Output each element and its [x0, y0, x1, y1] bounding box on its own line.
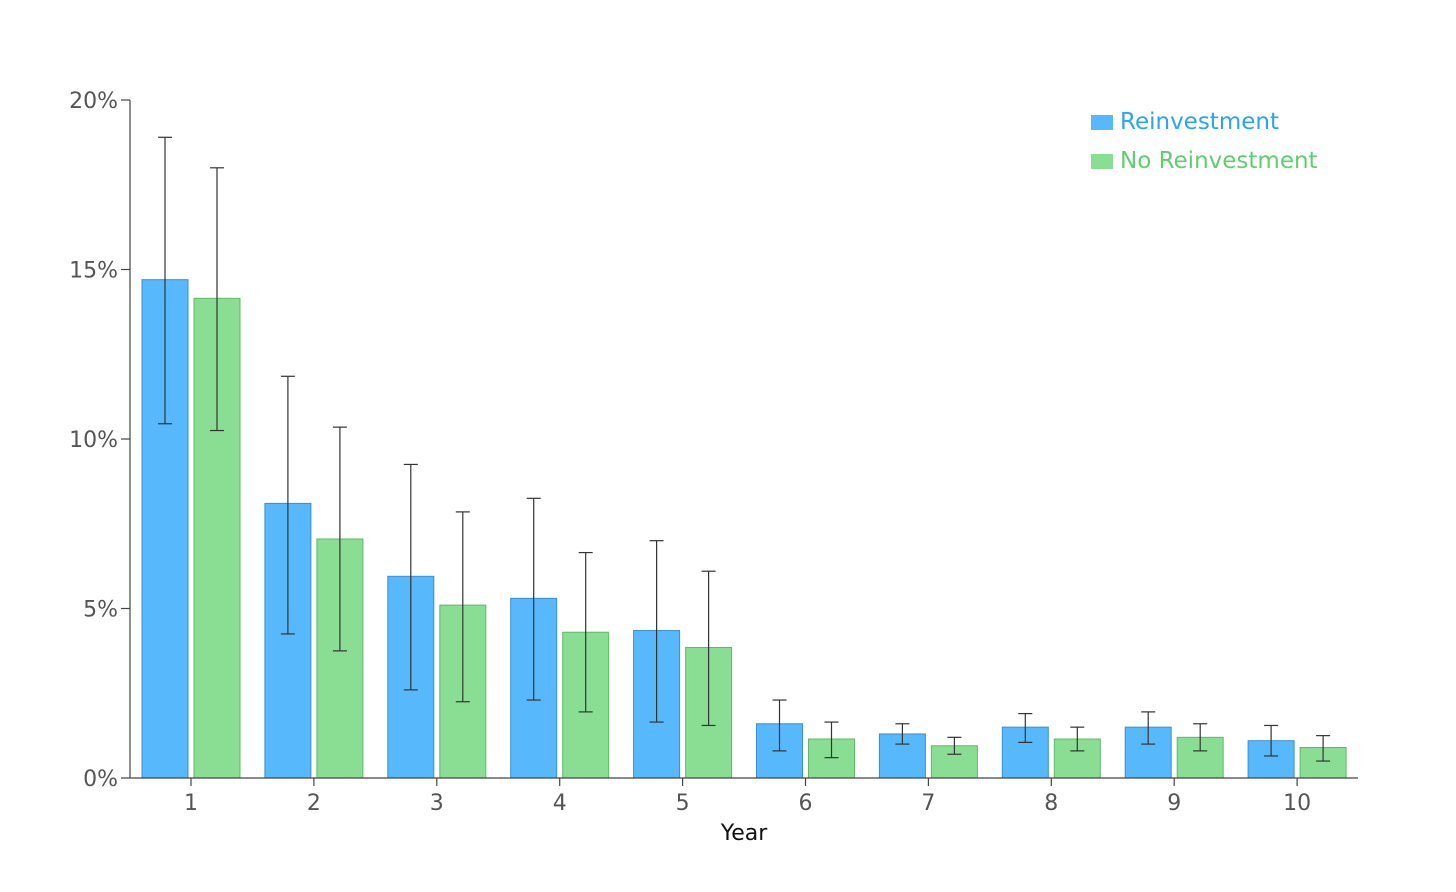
legend-swatch: [1091, 115, 1113, 130]
legend-swatch: [1091, 154, 1113, 169]
y-tick-label: 0%: [83, 767, 118, 792]
x-tick-label: 6: [799, 791, 813, 816]
x-tick-label: 1: [184, 791, 198, 816]
error-bar-series-1-year-2: [280, 375, 295, 635]
y-tick-label: 15%: [69, 259, 118, 284]
legend-label: Reinvestment: [1120, 109, 1279, 135]
legend-item-2: No Reinvestment: [1091, 148, 1318, 174]
error-bar-series-1-year-8: [1018, 712, 1033, 744]
error-bar-series-2-year-9: [1193, 723, 1208, 752]
y-tick-label: 20%: [69, 89, 118, 114]
error-bar-series-2-year-8: [1070, 726, 1085, 752]
x-ticks: 1 2 3 4 5 6 7 8 9 10: [184, 778, 1311, 816]
x-tick-label: 2: [307, 791, 321, 816]
error-bar-series-2-year-2: [332, 426, 347, 652]
error-bar-series-1-year-4: [526, 497, 541, 701]
error-bar-series-1-year-3: [403, 463, 418, 691]
x-tick-label: 7: [921, 791, 935, 816]
y-ticks: 0% 5% 10% 15% 20%: [69, 89, 130, 792]
error-bar-series-1-year-6: [772, 699, 787, 752]
legend: Reinvestment No Reinvestment: [1091, 109, 1318, 174]
y-tick-label: 5%: [83, 598, 118, 623]
error-bar-series-2-year-6: [824, 721, 839, 759]
x-tick-label: 3: [430, 791, 444, 816]
x-tick-label: 5: [676, 791, 690, 816]
error-bar-series-1-year-7: [895, 723, 910, 745]
error-bar-series-2-year-1: [210, 167, 224, 432]
error-bar-series-2-year-5: [701, 570, 716, 727]
x-axis-title: Year: [720, 821, 769, 846]
error-bar-series-1-year-5: [649, 540, 664, 723]
x-tick-label: 8: [1044, 791, 1058, 816]
bar-series-2-year-7: [930, 745, 978, 779]
y-tick-label: 10%: [69, 428, 118, 453]
legend-item-1: Reinvestment: [1091, 109, 1279, 135]
x-tick-label: 9: [1167, 791, 1181, 816]
bars-layer: [141, 279, 1347, 779]
error-bar-series-2-year-4: [578, 551, 593, 713]
error-bar-series-2-year-10: [1316, 735, 1331, 762]
x-tick-label: 4: [553, 791, 567, 816]
error-bar-series-1-year-9: [1141, 711, 1156, 745]
x-tick-label: 10: [1283, 791, 1311, 816]
error-bar-series-1-year-10: [1264, 724, 1279, 757]
error-bars-layer: [158, 136, 1331, 762]
legend-label: No Reinvestment: [1120, 148, 1318, 174]
axes-layer: [129, 100, 1358, 779]
error-bar-series-1-year-1: [158, 136, 172, 425]
error-bar-series-2-year-7: [947, 736, 962, 755]
error-bar-series-2-year-3: [455, 511, 470, 703]
